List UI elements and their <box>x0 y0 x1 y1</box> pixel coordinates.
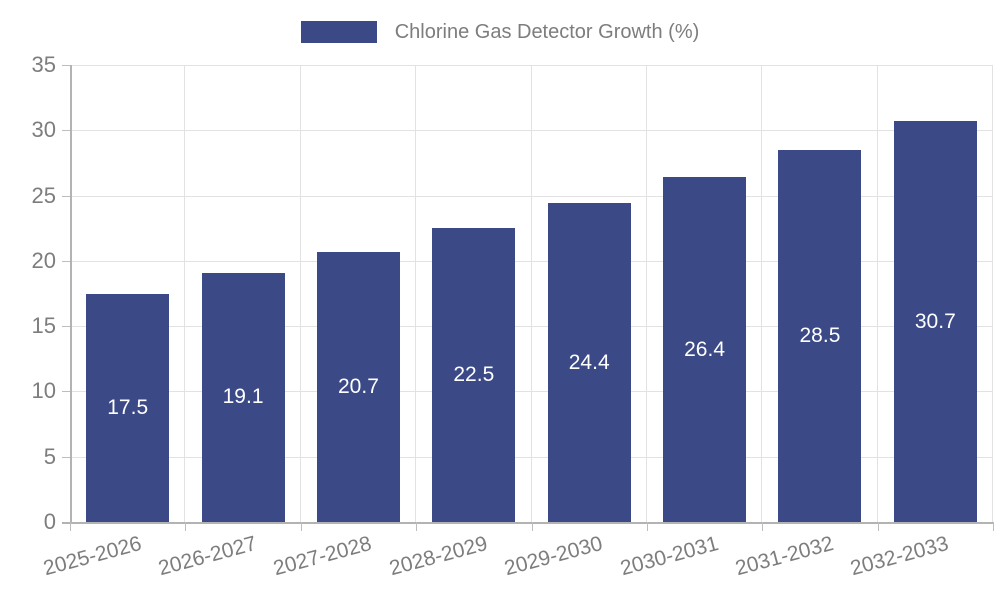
x-tick-mark <box>762 522 764 531</box>
v-gridline <box>299 65 301 522</box>
y-tick-mark <box>62 391 70 393</box>
x-tick-mark <box>416 522 418 531</box>
y-tick-label: 15 <box>31 313 56 339</box>
bar-2025-2026[interactable] <box>86 293 170 522</box>
y-axis-line <box>70 65 72 522</box>
legend[interactable]: Chlorine Gas Detector Growth (%) <box>0 14 1000 50</box>
x-tick-mark <box>877 522 879 531</box>
x-axis-line <box>62 522 993 524</box>
y-tick-label: 25 <box>31 182 56 208</box>
y-tick-label: 35 <box>31 52 56 77</box>
x-tick-mark <box>531 522 533 531</box>
y-tick-label: 30 <box>31 117 56 143</box>
h-gridline <box>70 391 993 393</box>
h-gridline <box>70 195 993 197</box>
bar-value-label: 22.5 <box>453 363 495 387</box>
y-tick-label: 0 <box>43 509 56 534</box>
v-gridline <box>645 65 647 522</box>
bar-value-label: 26.4 <box>684 337 725 361</box>
v-gridline <box>184 65 186 522</box>
y-tick-label: 10 <box>31 378 56 404</box>
bar-2032-2033[interactable] <box>893 121 977 522</box>
y-tick-mark <box>62 195 70 197</box>
h-gridline <box>70 326 993 328</box>
bar-value-label: 28.5 <box>799 323 841 347</box>
h-gridline <box>70 456 993 458</box>
v-gridline <box>992 65 993 522</box>
y-tick-mark <box>62 326 70 328</box>
x-tick-mark <box>993 522 994 531</box>
x-tick-mark <box>185 522 187 531</box>
y-tick-label: 5 <box>43 443 56 469</box>
plot-area: 17.5 19.1 20.7 22.5 24.4 26.4 28.5 30.7 <box>70 65 993 522</box>
y-tick-label: 20 <box>31 247 56 273</box>
y-tick-mark <box>62 130 70 132</box>
v-gridline <box>761 65 763 522</box>
bar-value-label: 30.7 <box>914 309 956 333</box>
bar-2031-2032[interactable] <box>778 149 862 522</box>
bar-value-label: 19.1 <box>222 385 264 409</box>
legend-swatch[interactable] <box>300 21 377 43</box>
x-tick-mark <box>646 522 648 531</box>
x-tick-mark <box>300 522 302 531</box>
bar-2029-2030[interactable] <box>547 203 631 522</box>
h-gridline <box>70 130 993 132</box>
y-tick-mark <box>62 456 70 458</box>
h-gridline <box>70 65 993 66</box>
legend-label[interactable]: Chlorine Gas Detector Growth (%) <box>394 20 700 43</box>
v-gridline <box>876 65 878 522</box>
bar-2028-2029[interactable] <box>432 228 516 522</box>
bar-value-label: 17.5 <box>107 395 149 419</box>
bar-2027-2028[interactable] <box>316 251 400 522</box>
bar-2030-2031[interactable] <box>663 177 747 522</box>
bar-value-label: 24.4 <box>568 350 610 374</box>
x-tick-mark <box>70 522 71 531</box>
y-tick-mark <box>62 65 70 66</box>
bar-value-label: 20.7 <box>338 374 379 398</box>
bar-2026-2027[interactable] <box>201 272 285 522</box>
y-tick-mark <box>62 260 70 262</box>
h-gridline <box>70 260 993 262</box>
v-gridline <box>415 65 417 522</box>
v-gridline <box>530 65 532 522</box>
